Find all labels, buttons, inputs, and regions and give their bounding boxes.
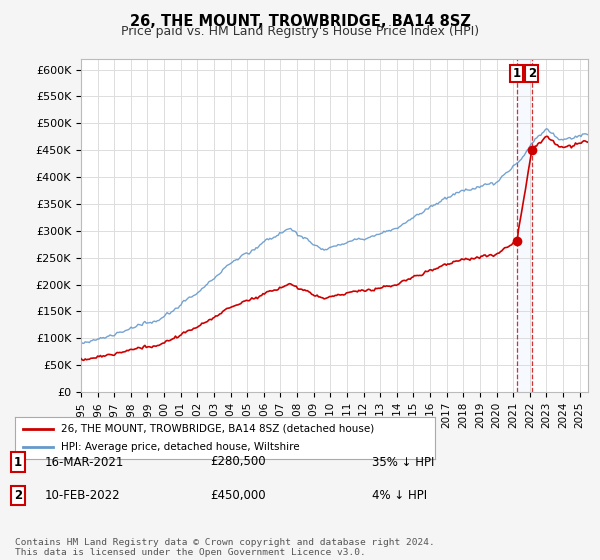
Text: 26, THE MOUNT, TROWBRIDGE, BA14 8SZ (detached house): 26, THE MOUNT, TROWBRIDGE, BA14 8SZ (det… bbox=[61, 424, 374, 434]
Text: 4% ↓ HPI: 4% ↓ HPI bbox=[372, 489, 427, 502]
Text: Price paid vs. HM Land Registry's House Price Index (HPI): Price paid vs. HM Land Registry's House … bbox=[121, 25, 479, 38]
Text: 35% ↓ HPI: 35% ↓ HPI bbox=[372, 455, 434, 469]
Text: 16-MAR-2021: 16-MAR-2021 bbox=[45, 455, 124, 469]
Text: 2: 2 bbox=[528, 67, 536, 80]
Bar bbox=[517, 59, 532, 392]
Text: 2: 2 bbox=[14, 489, 22, 502]
Text: £280,500: £280,500 bbox=[210, 455, 266, 469]
Text: 1: 1 bbox=[512, 67, 521, 80]
Text: 1: 1 bbox=[14, 455, 22, 469]
Text: 10-FEB-2022: 10-FEB-2022 bbox=[45, 489, 121, 502]
Text: Contains HM Land Registry data © Crown copyright and database right 2024.
This d: Contains HM Land Registry data © Crown c… bbox=[15, 538, 435, 557]
Text: £450,000: £450,000 bbox=[210, 489, 266, 502]
Text: 26, THE MOUNT, TROWBRIDGE, BA14 8SZ: 26, THE MOUNT, TROWBRIDGE, BA14 8SZ bbox=[130, 14, 470, 29]
Text: HPI: Average price, detached house, Wiltshire: HPI: Average price, detached house, Wilt… bbox=[61, 442, 300, 452]
